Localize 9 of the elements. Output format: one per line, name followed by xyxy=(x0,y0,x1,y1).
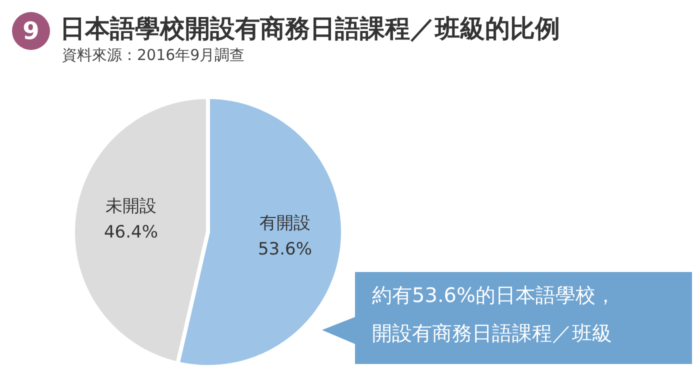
slice-label: 有開設 xyxy=(260,214,311,234)
chart-subtitle: 資料來源：2016年9月調查 xyxy=(62,46,245,65)
badge-circle: 9 xyxy=(12,12,50,50)
text: 約有53.6%的日本語學校， xyxy=(372,282,616,309)
slice-label: 未開設 xyxy=(105,196,156,216)
data-label: 53.6% xyxy=(258,240,312,260)
data-label: 46.4% xyxy=(104,222,158,242)
chart-title: 日本語學校開設有商務日語課程／班級的比例 xyxy=(60,13,560,45)
text: 開設有商務日語課程／班級 xyxy=(372,320,612,347)
